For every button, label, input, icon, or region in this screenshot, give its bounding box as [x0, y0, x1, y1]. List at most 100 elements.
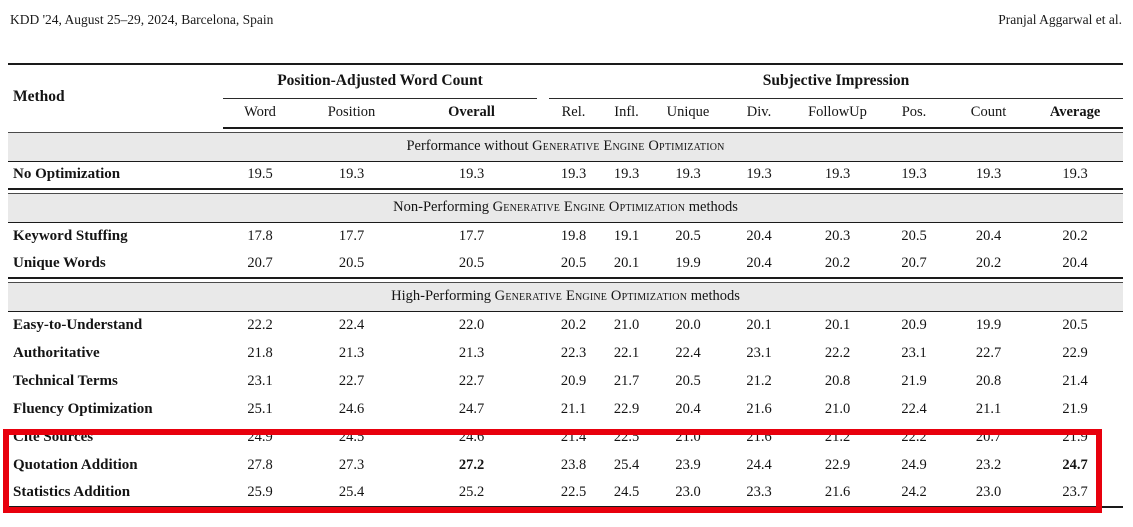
value-cell: 27.3	[338, 456, 365, 473]
value-cell: 23.0	[950, 479, 1028, 508]
section-band-text: High-Performing	[391, 288, 495, 304]
value-cell: 20.1	[746, 316, 772, 333]
value-cell: 24.7	[458, 400, 485, 417]
value-cell: 20.4	[721, 250, 798, 279]
value-cell: 20.7	[223, 250, 297, 279]
value-cell: 20.5	[675, 372, 701, 389]
value-cell: 22.3	[560, 344, 587, 361]
method-label: Unique Words	[8, 250, 223, 279]
table-row-authoritative: Authoritative 21.8 21.3 21.3 22.3 22.1 22.4 23.…	[8, 339, 1123, 367]
value-cell: 22.2	[901, 428, 927, 445]
value-cell: 22.2	[824, 344, 851, 361]
value-cell: 23.8	[560, 456, 587, 473]
value-cell: 19.3	[549, 161, 599, 190]
method-label: Fluency Optimization	[13, 400, 153, 417]
group-header-row: Method Position-Adjusted Word Count Subj…	[8, 64, 1124, 105]
table-row-no-optimization: No Optimization 19.5 19.3 19.3 19.3 19.3 19.3 1…	[8, 161, 1124, 190]
value-cell: 22.9	[613, 400, 640, 417]
sub-header-row: Word Position Overall Rel. Infl. Unique Div. Fo…	[8, 98, 1124, 129]
value-cell: 23.1	[247, 372, 273, 389]
method-label: Technical Terms	[13, 372, 118, 389]
value-cell: 20.8	[824, 372, 851, 389]
col-header-overall: Overall	[406, 98, 538, 129]
value-cell: 22.9	[1062, 344, 1088, 361]
value-cell: 21.4	[560, 428, 587, 445]
column-gap	[537, 98, 550, 129]
value-cell: 22.7	[338, 372, 365, 389]
section-band-text: methods	[685, 199, 738, 215]
value-cell: 22.4	[675, 344, 701, 361]
value-cell: 23.7	[1027, 479, 1124, 508]
value-cell: 21.9	[901, 372, 927, 389]
value-cell: 23.1	[901, 344, 927, 361]
value-cell: 20.5	[406, 250, 538, 279]
value-cell: 21.0	[824, 400, 851, 417]
table-row-cite-sources: Cite Sources 24.9 24.5 24.6 21.4 22.5 21.0 21.6…	[8, 423, 1123, 451]
value-cell: 20.2	[560, 316, 587, 333]
value-cell: 25.4	[613, 456, 640, 473]
method-label: Easy-to-Understand	[13, 316, 143, 333]
col-header-rel: Rel.	[549, 98, 599, 129]
value-cell: 22.2	[247, 316, 273, 333]
value-cell: 19.3	[721, 161, 798, 190]
col-header-infl: Infl.	[598, 98, 656, 129]
column-gap	[537, 250, 550, 279]
value-cell: 20.4	[975, 227, 1002, 244]
method-label: Cite Sources	[13, 428, 94, 445]
value-cell: 19.3	[878, 161, 951, 190]
column-gap	[537, 339, 549, 367]
value-cell: 17.7	[338, 227, 365, 244]
section-band-0: Performance without Generative Engine Op…	[8, 131, 1124, 162]
value-cell: 19.9	[975, 316, 1002, 333]
value-cell: 25.4	[297, 479, 406, 508]
value-cell: 21.6	[746, 400, 772, 417]
value-cell: 23.9	[675, 456, 701, 473]
value-cell: 20.1	[824, 316, 851, 333]
table-row-quotation-addition: Quotation Addition 27.8 27.3 27.2 23.8 25.4 23…	[8, 451, 1123, 479]
group-header-word-count: Position-Adjusted Word Count	[223, 64, 538, 99]
value-cell: 20.2	[950, 250, 1028, 279]
value-cell: 24.4	[746, 456, 772, 473]
value-cell: 23.0	[655, 479, 722, 508]
value-cell: 21.4	[1062, 372, 1088, 389]
table-row-keyword-stuffing: Keyword Stuffing 17.8 17.7 17.7 19.8 19.1 20.5…	[8, 222, 1123, 250]
value-cell: 19.3	[297, 161, 406, 190]
value-cell: 24.9	[247, 428, 273, 445]
value-cell: 20.3	[824, 227, 851, 244]
value-cell: 21.2	[824, 428, 851, 445]
value-cell: 20.0	[675, 316, 701, 333]
value-cell: 20.1	[598, 250, 656, 279]
col-header-followup: FollowUp	[797, 98, 879, 129]
value-cell: 25.9	[223, 479, 297, 508]
results-table: Method Position-Adjusted Word Count Subj…	[8, 63, 1124, 508]
value-cell: 27.8	[247, 456, 273, 473]
value-cell: 22.0	[458, 316, 485, 333]
value-cell: 20.7	[878, 250, 951, 279]
method-label: Authoritative	[13, 344, 100, 361]
col-header-position: Position	[297, 98, 406, 129]
table-row-easy-to-understand: Easy-to-Understand 22.2 22.4 22.0 20.2 21.0 20…	[8, 311, 1123, 339]
value-cell: 24.6	[458, 428, 485, 445]
value-cell: 21.8	[247, 344, 273, 361]
value-cell: 21.1	[975, 400, 1002, 417]
value-cell: 25.1	[247, 400, 273, 417]
running-header: KDD '24, August 25–29, 2024, Barcelona, …	[10, 12, 1122, 28]
col-header-pos: Pos.	[878, 98, 951, 129]
value-cell: 20.4	[746, 227, 772, 244]
value-cell: 21.9	[1062, 400, 1088, 417]
col-header-word: Word	[223, 98, 297, 129]
value-cell: 20.9	[901, 316, 927, 333]
value-cell: 20.2	[1062, 227, 1088, 244]
value-cell: 21.9	[1062, 428, 1088, 445]
section-band-smallcaps: Generative Engine Optimization	[492, 199, 686, 215]
value-cell: 19.8	[560, 227, 587, 244]
value-cell: 19.3	[797, 161, 879, 190]
value-cell: 22.7	[458, 372, 485, 389]
column-gap	[537, 367, 549, 395]
value-cell: 21.3	[458, 344, 485, 361]
value-cell: 27.2	[458, 456, 485, 473]
value-cell: 17.7	[458, 227, 485, 244]
value-cell: 21.0	[613, 316, 640, 333]
value-cell: 21.0	[675, 428, 701, 445]
value-cell: 20.5	[297, 250, 406, 279]
